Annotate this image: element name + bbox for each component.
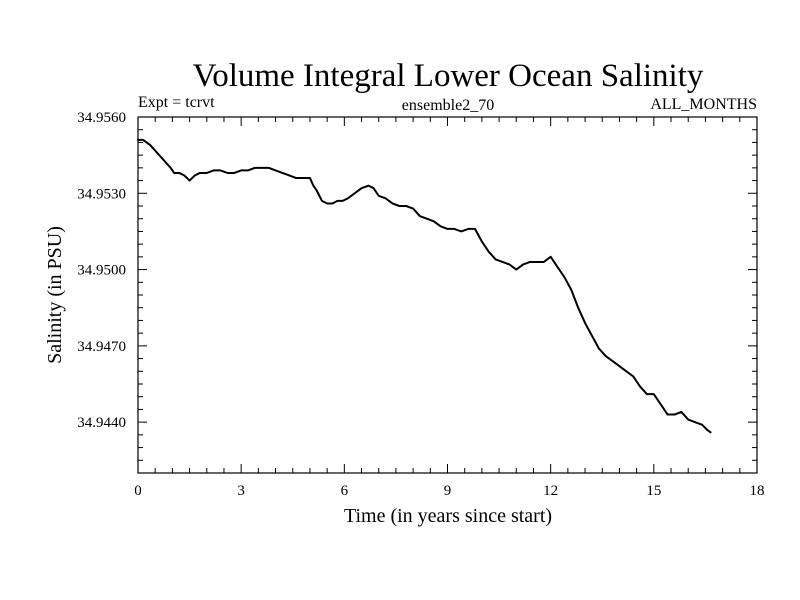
subtitle-ensemble: ensemble2_70 xyxy=(402,97,494,114)
x-axis-label: Time (in years since start) xyxy=(344,505,552,527)
x-tick-label: 9 xyxy=(444,483,452,499)
axis-ticks xyxy=(137,116,758,474)
subtitle-experiment: Expt = tcrvt xyxy=(138,94,215,111)
x-tick-label: 6 xyxy=(341,483,349,499)
plot-frame xyxy=(137,116,758,474)
x-tick-label: 18 xyxy=(750,483,765,499)
x-tick-label: 12 xyxy=(543,483,558,499)
y-tick-label: 34.9530 xyxy=(77,186,126,202)
y-tick-label: 34.9500 xyxy=(77,263,126,279)
salinity-series-line xyxy=(137,138,712,434)
chart-title: Volume Integral Lower Ocean Salinity xyxy=(193,58,704,94)
y-tick-label: 34.9470 xyxy=(77,339,126,355)
y-tick-label: 34.9440 xyxy=(77,415,126,431)
x-tick-label: 0 xyxy=(134,483,142,499)
x-tick-label: 15 xyxy=(646,483,661,499)
y-tick-label: 34.9560 xyxy=(77,110,126,126)
y-axis-label: Salinity (in PSU) xyxy=(44,226,66,364)
subtitle-months: ALL_MONTHS xyxy=(650,96,757,113)
axis-tick-labels: 0 3 6 9 12 15 18 34.9440 34.9470 34.9500 34.9530 34… xyxy=(77,110,764,499)
x-tick-label: 3 xyxy=(237,483,245,499)
